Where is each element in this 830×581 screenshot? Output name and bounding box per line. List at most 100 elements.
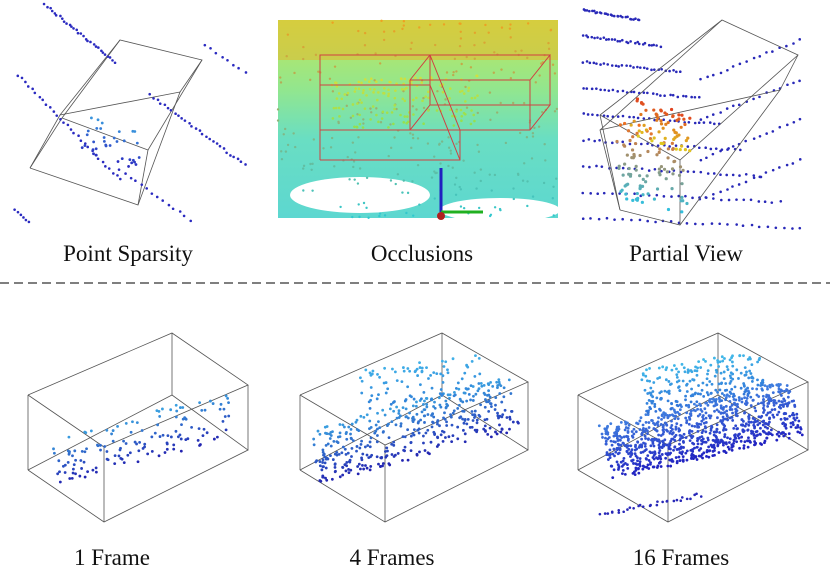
point (628, 115, 631, 119)
point (757, 395, 761, 398)
point (451, 434, 455, 438)
point (741, 423, 745, 427)
point (480, 384, 484, 388)
point (613, 218, 616, 221)
point (355, 125, 359, 129)
point (473, 57, 476, 60)
point (92, 43, 96, 46)
point (744, 388, 748, 392)
point (49, 6, 52, 10)
point (390, 420, 394, 424)
point (83, 144, 87, 147)
point (456, 407, 460, 410)
point (462, 410, 466, 413)
point (670, 424, 674, 427)
point (731, 104, 735, 108)
point (499, 101, 502, 105)
point (791, 162, 795, 165)
point (771, 413, 775, 417)
point (24, 80, 27, 84)
point (756, 378, 759, 382)
point (691, 453, 695, 457)
point (648, 136, 653, 141)
point (136, 460, 140, 464)
point (792, 81, 795, 85)
point (418, 366, 422, 369)
point (440, 140, 444, 143)
point (675, 459, 679, 463)
point (651, 419, 654, 422)
point (685, 201, 689, 206)
point (737, 103, 741, 107)
point (356, 113, 359, 116)
point (681, 459, 685, 463)
point (685, 411, 689, 415)
point (625, 435, 629, 439)
point (658, 147, 662, 151)
point (350, 446, 354, 450)
point (436, 419, 440, 422)
point (537, 125, 541, 128)
point (75, 28, 79, 32)
point (750, 380, 754, 383)
point (615, 460, 619, 464)
point (637, 471, 641, 475)
point (591, 9, 594, 13)
point (222, 147, 226, 150)
point (711, 73, 715, 77)
point (663, 389, 667, 393)
point (731, 364, 735, 368)
point (347, 471, 351, 475)
point (746, 386, 749, 390)
point (756, 419, 759, 423)
point (722, 426, 726, 430)
point (495, 380, 499, 384)
point (610, 14, 614, 17)
point (315, 459, 319, 463)
point (27, 220, 31, 224)
point (460, 114, 464, 118)
point (728, 399, 732, 403)
point (710, 222, 714, 225)
point (677, 429, 681, 433)
point (785, 384, 789, 387)
point (754, 430, 758, 434)
point (762, 408, 766, 412)
point (353, 90, 357, 93)
point (630, 430, 634, 433)
point (586, 35, 590, 39)
point (113, 462, 117, 466)
point (24, 218, 28, 222)
point (92, 152, 95, 156)
point (642, 123, 646, 127)
point (153, 431, 157, 435)
point (757, 415, 761, 419)
point (677, 447, 681, 451)
point (343, 93, 347, 96)
point (695, 458, 699, 461)
point (727, 447, 731, 451)
point (448, 96, 451, 100)
point (659, 434, 663, 437)
point (643, 41, 647, 45)
point (344, 452, 348, 456)
point (117, 130, 121, 134)
point (428, 23, 432, 26)
point (700, 431, 704, 434)
point (175, 409, 179, 413)
point (444, 360, 448, 364)
point (134, 163, 138, 166)
point (674, 399, 678, 403)
point (775, 413, 779, 417)
point (604, 436, 607, 440)
point (555, 107, 559, 111)
point (222, 407, 226, 411)
point (478, 372, 482, 376)
point (651, 442, 655, 445)
point (755, 434, 758, 438)
point (655, 44, 658, 47)
point (453, 57, 457, 61)
point (728, 358, 732, 362)
point (655, 456, 658, 460)
point (684, 416, 688, 420)
